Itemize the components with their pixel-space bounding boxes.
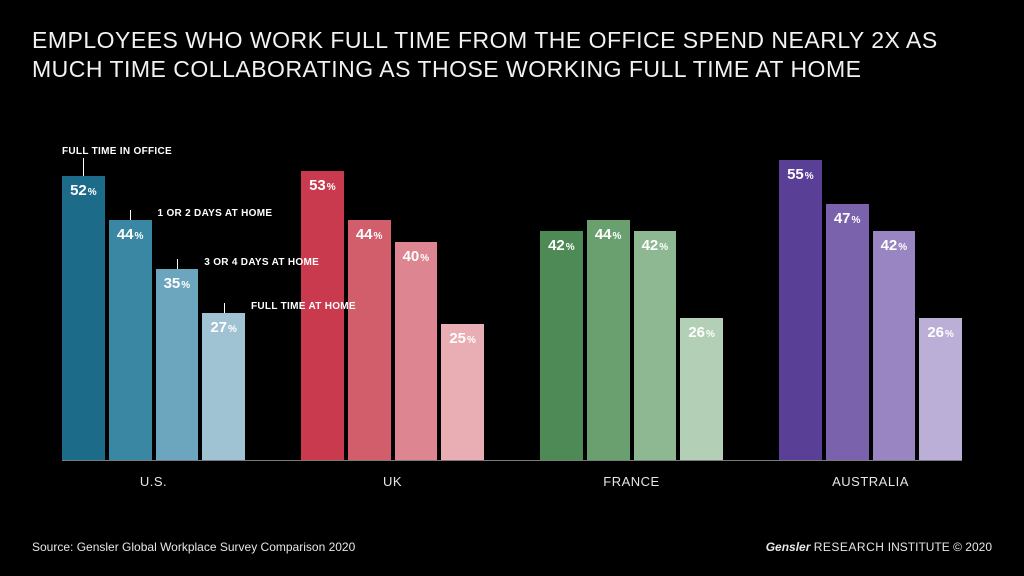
country-label: FRANCE [540, 460, 723, 489]
bar-fill: 40% [395, 242, 438, 460]
bar-fill: 27% [202, 313, 245, 460]
brand-unit1: RESEARCH [814, 540, 885, 554]
bar: 55% [779, 160, 822, 460]
series-tick [83, 158, 84, 176]
series-label: 1 OR 2 DAYS AT HOME [158, 208, 273, 219]
series-tick [224, 303, 225, 313]
bar-value-label: 42% [634, 237, 677, 254]
brand-unit2: INSTITUTE [884, 540, 949, 554]
bar-fill: 26% [680, 318, 723, 460]
bar-value-label: 52% [62, 182, 105, 199]
bar-value-label: 26% [919, 324, 962, 341]
bar: 40% [395, 160, 438, 460]
brand-copyright: © 2020 [950, 540, 992, 554]
bar-value-label: 44% [348, 226, 391, 243]
bar: 44% [587, 160, 630, 460]
bar: 44% [109, 160, 152, 460]
country-group: 52%44%35%27%U.S. [62, 160, 245, 460]
bar-fill: 26% [919, 318, 962, 460]
bar-value-label: 25% [441, 330, 484, 347]
bar-chart: 52%44%35%27%U.S.53%44%40%25%UK42%44%42%2… [62, 160, 962, 460]
bar-fill: 42% [540, 231, 583, 460]
country-label: AUSTRALIA [779, 460, 962, 489]
bar-value-label: 47% [826, 210, 869, 227]
bar-fill: 53% [301, 171, 344, 460]
bar-fill: 55% [779, 160, 822, 460]
bar-value-label: 44% [587, 226, 630, 243]
x-axis-line [62, 460, 962, 461]
slide-footer: Source: Gensler Global Workplace Survey … [32, 540, 992, 554]
series-label: FULL TIME AT HOME [251, 301, 356, 312]
bar-value-label: 42% [873, 237, 916, 254]
bar-value-label: 27% [202, 319, 245, 336]
bar-value-label: 35% [156, 275, 199, 292]
brand-mark: Gensler RESEARCH INSTITUTE © 2020 [766, 540, 992, 554]
bar-fill: 25% [441, 324, 484, 460]
bar: 26% [680, 160, 723, 460]
country-label: U.S. [62, 460, 245, 489]
bar: 35% [156, 160, 199, 460]
bar: 47% [826, 160, 869, 460]
country-label: UK [301, 460, 484, 489]
bar: 26% [919, 160, 962, 460]
bar: 42% [873, 160, 916, 460]
bar-value-label: 40% [395, 248, 438, 265]
bar-fill: 42% [873, 231, 916, 460]
source-text: Source: Gensler Global Workplace Survey … [32, 540, 355, 554]
bar-value-label: 55% [779, 166, 822, 183]
bar-fill: 35% [156, 269, 199, 460]
country-group: 42%44%42%26%FRANCE [540, 160, 723, 460]
country-group: 55%47%42%26%AUSTRALIA [779, 160, 962, 460]
bar-fill: 44% [109, 220, 152, 460]
series-tick [130, 210, 131, 220]
bar-fill: 44% [348, 220, 391, 460]
bar: 42% [634, 160, 677, 460]
bar-value-label: 53% [301, 177, 344, 194]
bar: 25% [441, 160, 484, 460]
slide-title: EMPLOYEES WHO WORK FULL TIME FROM THE OF… [32, 26, 964, 84]
bar-value-label: 26% [680, 324, 723, 341]
slide-root: EMPLOYEES WHO WORK FULL TIME FROM THE OF… [0, 0, 1024, 576]
bar-fill: 42% [634, 231, 677, 460]
bar-fill: 52% [62, 176, 105, 460]
bar-value-label: 42% [540, 237, 583, 254]
series-label: FULL TIME IN OFFICE [62, 146, 172, 157]
bar: 52% [62, 160, 105, 460]
brand-name: Gensler [766, 540, 811, 554]
bar-value-label: 44% [109, 226, 152, 243]
bar-fill: 47% [826, 204, 869, 460]
series-label: 3 OR 4 DAYS AT HOME [204, 257, 319, 268]
series-tick [177, 259, 178, 269]
bar: 42% [540, 160, 583, 460]
bar-fill: 44% [587, 220, 630, 460]
